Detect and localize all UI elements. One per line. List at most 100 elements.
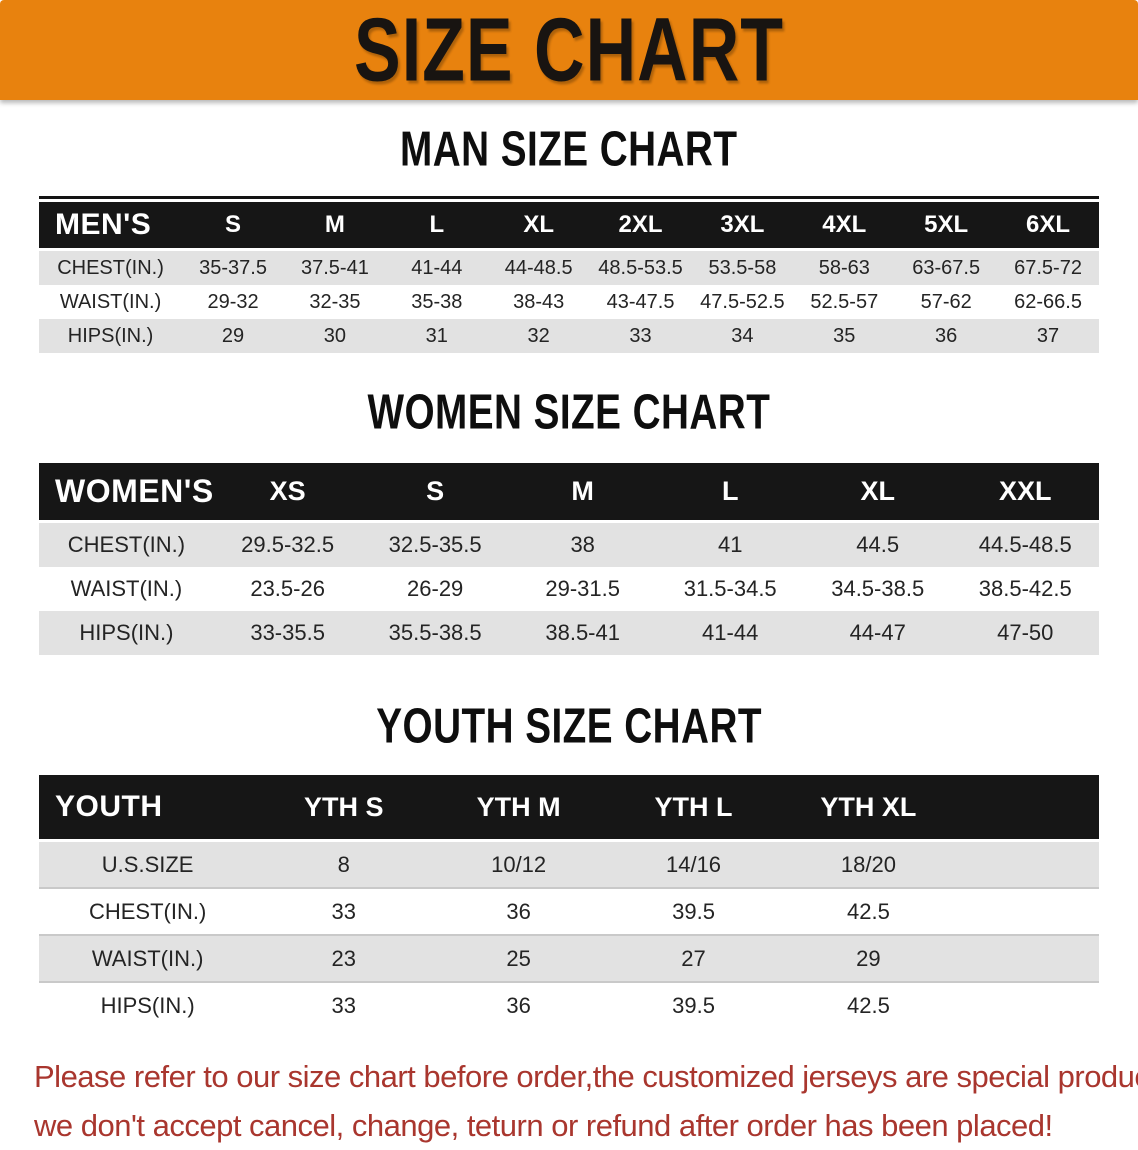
size-value: 48.5-53.5 xyxy=(598,256,683,279)
size-column-header: 2XL xyxy=(618,211,663,238)
youth-size-table: YOUTH YTH S YTH M YTH L YTH XL U.S.SIZE 8 10/12… xyxy=(39,775,1099,1028)
row-spacer xyxy=(956,935,1099,982)
size-value: 44-47 xyxy=(849,620,906,645)
size-value: 41-44 xyxy=(411,256,463,279)
size-value: 39.5 xyxy=(672,992,715,1018)
banner: SIZE CHART xyxy=(0,0,1138,100)
size-column-header: M xyxy=(324,211,345,238)
size-value: 29-32 xyxy=(207,290,259,313)
size-value: 47-50 xyxy=(997,620,1054,645)
women-heading-text: WOMEN SIZE CHART xyxy=(367,385,771,440)
women-section: WOMEN SIZE CHART WOMEN'S XS S M L XL XXL CHEST(I… xyxy=(0,385,1138,655)
size-value: 44-48.5 xyxy=(504,256,573,279)
women-section-heading: WOMEN SIZE CHART xyxy=(0,385,1138,440)
size-value: 33 xyxy=(629,324,652,347)
size-value: 31.5-34.5 xyxy=(683,576,777,601)
size-value: 63-67.5 xyxy=(912,256,981,279)
size-column-header: S xyxy=(225,211,242,238)
size-value: 57-62 xyxy=(920,290,972,313)
banner-title: SIZE CHART xyxy=(354,0,784,100)
size-column-header: XS xyxy=(269,476,306,506)
size-value: 32.5-35.5 xyxy=(388,532,482,557)
size-value: 35-38 xyxy=(411,290,463,313)
size-value: 42.5 xyxy=(847,898,890,924)
table-row: CHEST(IN.) 29.5-32.5 32.5-35.5 38 41 44.5 44.5… xyxy=(39,521,1099,567)
size-value: 29.5-32.5 xyxy=(241,532,335,557)
row-label: CHEST(IN.) xyxy=(57,256,164,279)
men-heading-text: MAN SIZE CHART xyxy=(400,122,738,177)
size-value: 36 xyxy=(506,992,531,1018)
row-spacer xyxy=(956,841,1099,889)
size-value: 29-31.5 xyxy=(545,576,620,601)
size-value: 38-43 xyxy=(513,290,565,313)
size-value: 39.5 xyxy=(672,898,715,924)
size-value: 41 xyxy=(717,532,743,557)
size-value: 33 xyxy=(331,992,356,1018)
table-top-rule xyxy=(39,196,1099,199)
size-value: 32-35 xyxy=(309,290,361,313)
men-size-table: MEN'S S M L XL 2XL 3XL 4XL 5XL 6XL CHEST(IN.) 35-37… xyxy=(39,202,1099,353)
table-row: WAIST(IN.) 29-32 32-35 35-38 38-43 43-47.5 47.… xyxy=(39,285,1099,319)
row-label: HIPS(IN.) xyxy=(67,324,154,347)
size-column-header: YTH M xyxy=(476,791,561,822)
size-value: 27 xyxy=(681,945,706,971)
row-label: U.S.SIZE xyxy=(101,851,194,877)
table-row: WAIST(IN.) 23.5-26 26-29 29-31.5 31.5-34.5 34… xyxy=(39,567,1099,611)
youth-section: YOUTH SIZE CHART YOUTH YTH S YTH M YTH L YTH … xyxy=(0,700,1138,1028)
table-row: HIPS(IN.) 29 30 31 32 33 34 35 36 37 xyxy=(39,319,1099,353)
size-value: 58-63 xyxy=(818,256,870,279)
size-value: 62-66.5 xyxy=(1014,290,1082,313)
table-corner-label: YOUTH xyxy=(55,790,163,823)
table-row: HIPS(IN.) 33-35.5 35.5-38.5 38.5-41 41-44 44-… xyxy=(39,611,1099,655)
disclaimer-line-2: we don't accept cancel, change, teturn o… xyxy=(34,1108,1053,1143)
table-corner-label: MEN'S xyxy=(55,208,152,241)
size-value: 23 xyxy=(331,945,356,971)
size-value: 23.5-26 xyxy=(250,576,325,601)
table-row: HIPS(IN.) 33 36 39.5 42.5 xyxy=(39,982,1099,1028)
size-column-header: XL xyxy=(860,476,895,506)
row-label: WAIST(IN.) xyxy=(59,290,162,313)
size-value: 38 xyxy=(570,532,595,557)
table-row: WAIST(IN.) 23 25 27 29 xyxy=(39,935,1099,982)
row-label: WAIST(IN.) xyxy=(70,576,183,601)
row-label: WAIST(IN.) xyxy=(91,945,204,971)
table-corner-label: WOMEN'S xyxy=(55,473,214,509)
size-column-header: 4XL xyxy=(822,211,867,238)
size-value: 31 xyxy=(425,324,448,347)
size-column-header: 5XL xyxy=(924,211,969,238)
size-column-header: 6XL xyxy=(1026,211,1071,238)
size-value: 33 xyxy=(331,898,356,924)
size-value: 25 xyxy=(506,945,531,971)
size-value: 33-35.5 xyxy=(250,620,325,645)
size-value: 34.5-38.5 xyxy=(831,576,925,601)
size-value: 32 xyxy=(527,324,550,347)
row-label: CHEST(IN.) xyxy=(88,898,207,924)
size-value: 30 xyxy=(323,324,347,347)
size-value: 44.5-48.5 xyxy=(978,532,1072,557)
size-value: 37 xyxy=(1036,324,1060,347)
size-value: 35.5-38.5 xyxy=(388,620,482,645)
men-section-heading: MAN SIZE CHART xyxy=(0,122,1138,177)
size-value: 29 xyxy=(856,945,881,971)
table-header-row: MEN'S S M L XL 2XL 3XL 4XL 5XL 6XL xyxy=(39,202,1099,250)
size-value: 43-47.5 xyxy=(606,290,675,313)
size-column-header: M xyxy=(571,476,594,506)
size-value: 38.5-42.5 xyxy=(978,576,1072,601)
size-column-header: XXL xyxy=(998,476,1052,506)
size-value: 35-37.5 xyxy=(199,256,267,279)
size-value: 8 xyxy=(337,851,350,877)
size-column-header: 3XL xyxy=(720,211,765,238)
size-value: 38.5-41 xyxy=(545,620,620,645)
size-column-header: L xyxy=(721,476,739,506)
size-value: 35 xyxy=(833,324,856,347)
size-value: 53.5-58 xyxy=(708,256,777,279)
size-value: 10/12 xyxy=(491,851,547,877)
size-value: 47.5-52.5 xyxy=(700,290,785,313)
table-row: U.S.SIZE 8 10/12 14/16 18/20 xyxy=(39,840,1099,889)
row-label: HIPS(IN.) xyxy=(79,620,174,645)
size-value: 14/16 xyxy=(665,851,722,877)
table-row: CHEST(IN.) 33 36 39.5 42.5 xyxy=(39,888,1099,935)
size-value: 29 xyxy=(221,324,245,347)
disclaimer: Please refer to our size chart before or… xyxy=(0,1052,1138,1150)
